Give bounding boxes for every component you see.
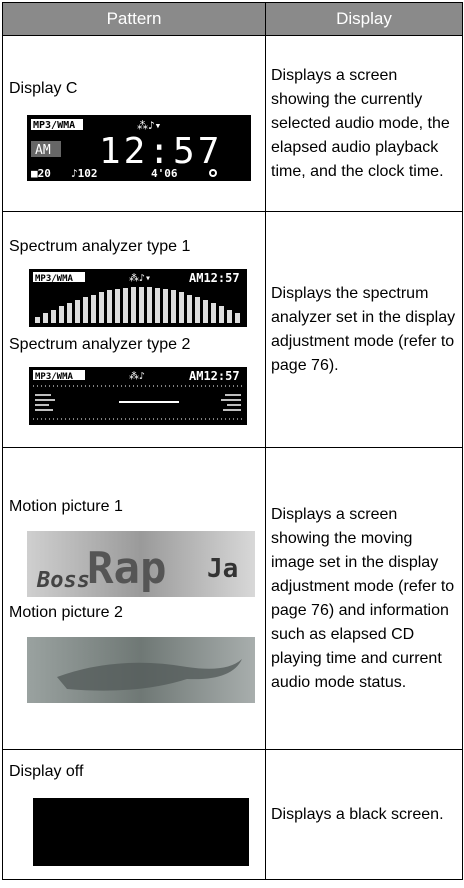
motion-text: Rap <box>87 543 166 594</box>
pattern-label: Motion picture 2 <box>9 603 123 621</box>
lcd-text: AM12:57 <box>189 271 240 285</box>
spectrum-bar <box>123 287 128 323</box>
lcd-text: 12:57 <box>99 131 222 172</box>
header-row: Pattern Display <box>2 2 463 36</box>
spectrum-bar <box>91 294 96 323</box>
svg-text:⁂♪▾: ⁂♪▾ <box>129 273 151 284</box>
spectrum-bar <box>43 312 48 323</box>
spectrum-bar <box>147 286 152 323</box>
spectrum-bar <box>171 289 176 323</box>
pattern-cell: Motion picture 1 Boss Rap Ja Motion pict… <box>2 447 266 750</box>
pattern-label: Spectrum analyzer type 1 <box>9 237 191 255</box>
table-row: Display C MP3/WMA ⁂♪▾ AM 12:57 ■20 ♪102 … <box>2 35 463 212</box>
spectrum-bar <box>131 286 136 323</box>
black-screen <box>33 797 249 866</box>
pattern-cell: Spectrum analyzer type 1 MP3/WMA ⁂♪▾ AM1… <box>2 211 266 448</box>
table-row: Spectrum analyzer type 1 MP3/WMA ⁂♪▾ AM1… <box>2 211 463 448</box>
svg-text:⁂♪▾: ⁂♪▾ <box>137 119 161 132</box>
spectrum-bar <box>195 296 200 323</box>
display-cell: Displays a black screen. <box>265 749 463 880</box>
pattern-label: Display off <box>9 762 84 780</box>
spectrum-bar <box>83 296 88 323</box>
lcd-text: AM12:57 <box>189 369 240 383</box>
spectrum-bar <box>219 305 224 323</box>
lcd-text: MP3/WMA <box>35 372 74 382</box>
lcd-text: ♪102 <box>71 167 98 180</box>
spectrum-bar <box>59 305 64 323</box>
spectrum-bar <box>187 294 192 323</box>
display-cell: Displays a screen showing the moving ima… <box>265 447 463 750</box>
motion-text: Boss <box>36 568 90 593</box>
lcd-text: MP3/WMA <box>33 120 75 131</box>
pattern-label: Spectrum analyzer type 2 <box>9 335 191 353</box>
lcd-text: 4'06 <box>151 167 178 180</box>
table-row: Display off Displays a black screen. <box>2 749 463 880</box>
spectrum-bar <box>99 291 104 323</box>
spectrum-bar <box>211 302 216 323</box>
motion-image <box>27 636 255 703</box>
lcd-text: MP3/WMA <box>35 274 74 284</box>
pattern-label: Display C <box>9 79 78 97</box>
spectrum-bar <box>163 288 168 323</box>
display-cell: Displays a screen showing the currently … <box>265 35 463 212</box>
pattern-label: Motion picture 1 <box>9 497 123 515</box>
header-cell: Display <box>265 2 463 36</box>
display-cell: Displays the spectrum analyzer set in th… <box>265 211 463 448</box>
lcd-image: MP3/WMA ⁂♪▾ AM 12:57 ■20 ♪102 4'06 <box>27 114 251 181</box>
lcd-text: AM <box>35 143 51 158</box>
spectrum-bar <box>35 316 40 323</box>
spectrum-bar <box>115 288 120 323</box>
spectrum-bar <box>139 286 144 323</box>
spectrum-bar <box>51 309 56 323</box>
spectrum-bar <box>227 309 232 323</box>
spectrum-bar <box>179 291 184 323</box>
motion-text: Ja <box>207 554 238 584</box>
spectrum-bar <box>107 289 112 323</box>
spectrum-bar <box>203 299 208 323</box>
spectrum-bar <box>75 299 80 323</box>
lcd-image: MP3/WMA ⁂♪▾ AM12:57 <box>29 268 247 327</box>
spectrum-bar <box>155 287 160 323</box>
pattern-cell: Display off <box>2 749 266 880</box>
svg-text:⁂♪: ⁂♪ <box>129 371 145 382</box>
lcd-image: MP3/WMA ⁂♪ AM12:57 <box>29 366 247 425</box>
spectrum-bar <box>235 312 240 323</box>
table-row: Motion picture 1 Boss Rap Ja Motion pict… <box>2 447 463 750</box>
spectrum-bar <box>67 302 72 323</box>
motion-image: Boss Rap Ja <box>27 530 255 597</box>
header-cell: Pattern <box>2 2 266 36</box>
lcd-text: ■20 <box>31 167 51 180</box>
pattern-cell: Display C MP3/WMA ⁂♪▾ AM 12:57 ■20 ♪102 … <box>2 35 266 212</box>
